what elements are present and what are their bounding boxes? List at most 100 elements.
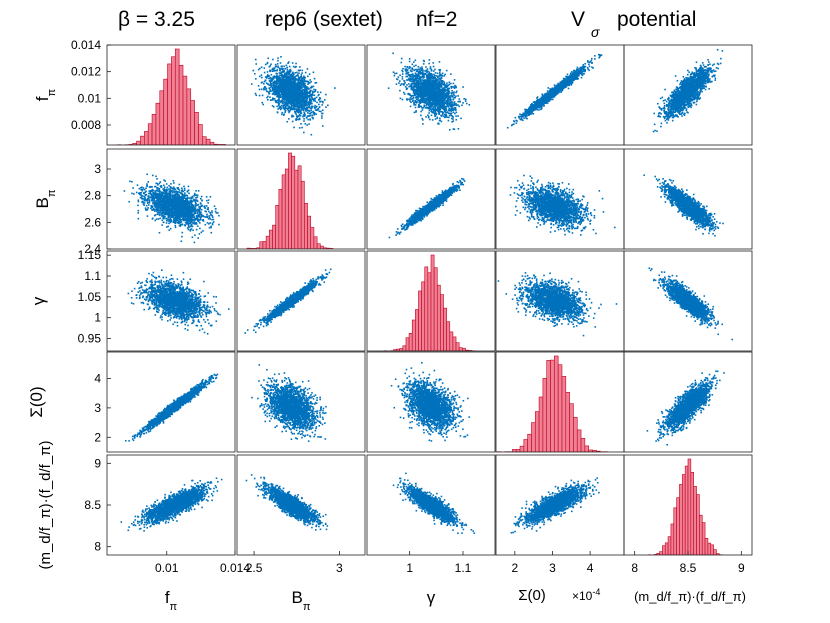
scatter-point <box>453 102 456 105</box>
scatter-point <box>417 81 420 84</box>
scatter-point <box>264 76 267 78</box>
scatter-point <box>450 87 453 89</box>
scatter-point <box>283 93 285 95</box>
scatter-point <box>450 92 453 94</box>
title-nf: nf=2 <box>416 8 457 32</box>
scatter-point <box>416 95 418 98</box>
scatter-point <box>444 108 446 110</box>
scatter-point <box>422 123 424 125</box>
scatter-point <box>591 66 593 68</box>
scatter-point <box>438 80 441 82</box>
scatter-point <box>399 97 402 100</box>
scatter-point <box>285 100 287 103</box>
scatter-point <box>280 74 283 77</box>
scatter-point <box>291 75 294 77</box>
scatter-point <box>410 95 413 97</box>
scatter-point <box>302 114 305 117</box>
scatter-point <box>278 91 280 93</box>
scatter-point <box>453 94 455 97</box>
scatter-point <box>293 98 295 101</box>
scatter-point <box>436 91 438 94</box>
scatter-point <box>299 79 302 81</box>
scatter-point <box>298 127 301 129</box>
scatter-point <box>322 101 324 104</box>
scatter-point <box>288 110 291 112</box>
scatter-point <box>280 71 283 73</box>
scatter-point <box>305 108 308 111</box>
scatter-point <box>425 83 427 85</box>
scatter-point <box>302 82 305 85</box>
scatter-point <box>301 69 304 72</box>
scatter-point <box>410 80 413 83</box>
scatter-point <box>450 114 453 117</box>
scatter-point <box>300 94 303 96</box>
scatter-point <box>301 126 303 129</box>
scatter-point <box>432 108 434 110</box>
scatter-point <box>289 96 291 99</box>
scatter-point <box>290 77 293 80</box>
scatter-point <box>280 99 283 102</box>
scatter-point <box>414 104 417 106</box>
scatter-point <box>446 84 448 86</box>
scatter-point <box>435 80 437 82</box>
scatter-point <box>428 88 430 91</box>
scatter-point <box>418 103 420 106</box>
scatter-point <box>445 113 447 115</box>
scatter-point <box>402 67 404 70</box>
scatter-point <box>517 115 520 118</box>
hist-bar <box>155 102 161 145</box>
scatter-point <box>432 84 435 87</box>
scatter-point <box>268 92 270 95</box>
scatter-point <box>298 93 300 96</box>
scatter-point <box>449 101 452 103</box>
scatter-point <box>454 107 457 110</box>
scatter-point <box>295 113 297 115</box>
scatter-point <box>307 118 309 121</box>
scatter-point <box>424 79 426 81</box>
scatter-point <box>308 98 311 101</box>
scatter-point <box>421 66 423 68</box>
scatter-point <box>413 65 415 68</box>
panel-fpi-vs-Bpi <box>236 44 366 146</box>
scatter-point <box>292 78 294 80</box>
scatter-point <box>280 78 283 81</box>
scatter-point <box>423 60 426 63</box>
scatter-point <box>447 106 450 108</box>
scatter-point <box>280 84 282 87</box>
scatter-point <box>409 97 412 99</box>
scatter-point <box>300 99 303 102</box>
scatter-point <box>286 76 289 78</box>
scatter-point <box>292 97 295 100</box>
scatter-point <box>432 77 434 80</box>
scatter-point <box>307 115 310 117</box>
scatter-point <box>411 78 414 80</box>
scatter-point <box>418 78 421 81</box>
scatter-point <box>291 115 293 118</box>
scatter-point <box>458 105 461 108</box>
scatter-point <box>294 101 297 103</box>
scatter-point <box>280 100 283 103</box>
scatter-point <box>284 92 286 94</box>
scatter-point <box>286 104 289 106</box>
scatter-point <box>299 114 302 117</box>
scatter-point <box>280 106 282 109</box>
scatter-point <box>421 106 423 109</box>
scatter-point <box>418 92 420 94</box>
scatter-point <box>297 83 299 86</box>
scatter-point <box>452 91 455 94</box>
scatter-point <box>305 88 307 91</box>
scatter-point <box>428 80 431 83</box>
scatter-point <box>393 74 396 77</box>
scatter-point <box>287 93 290 96</box>
scatter-point <box>266 96 268 99</box>
scatter-point <box>409 69 412 72</box>
scatter-point <box>444 114 447 117</box>
scatter-point <box>535 102 538 105</box>
scatter-point <box>445 89 448 92</box>
scatter-point <box>436 75 439 78</box>
scatter-point <box>288 87 291 90</box>
scatter-point <box>422 63 425 65</box>
scatter-point <box>417 66 420 68</box>
scatter-point <box>452 116 454 118</box>
scatter-point <box>431 96 434 98</box>
